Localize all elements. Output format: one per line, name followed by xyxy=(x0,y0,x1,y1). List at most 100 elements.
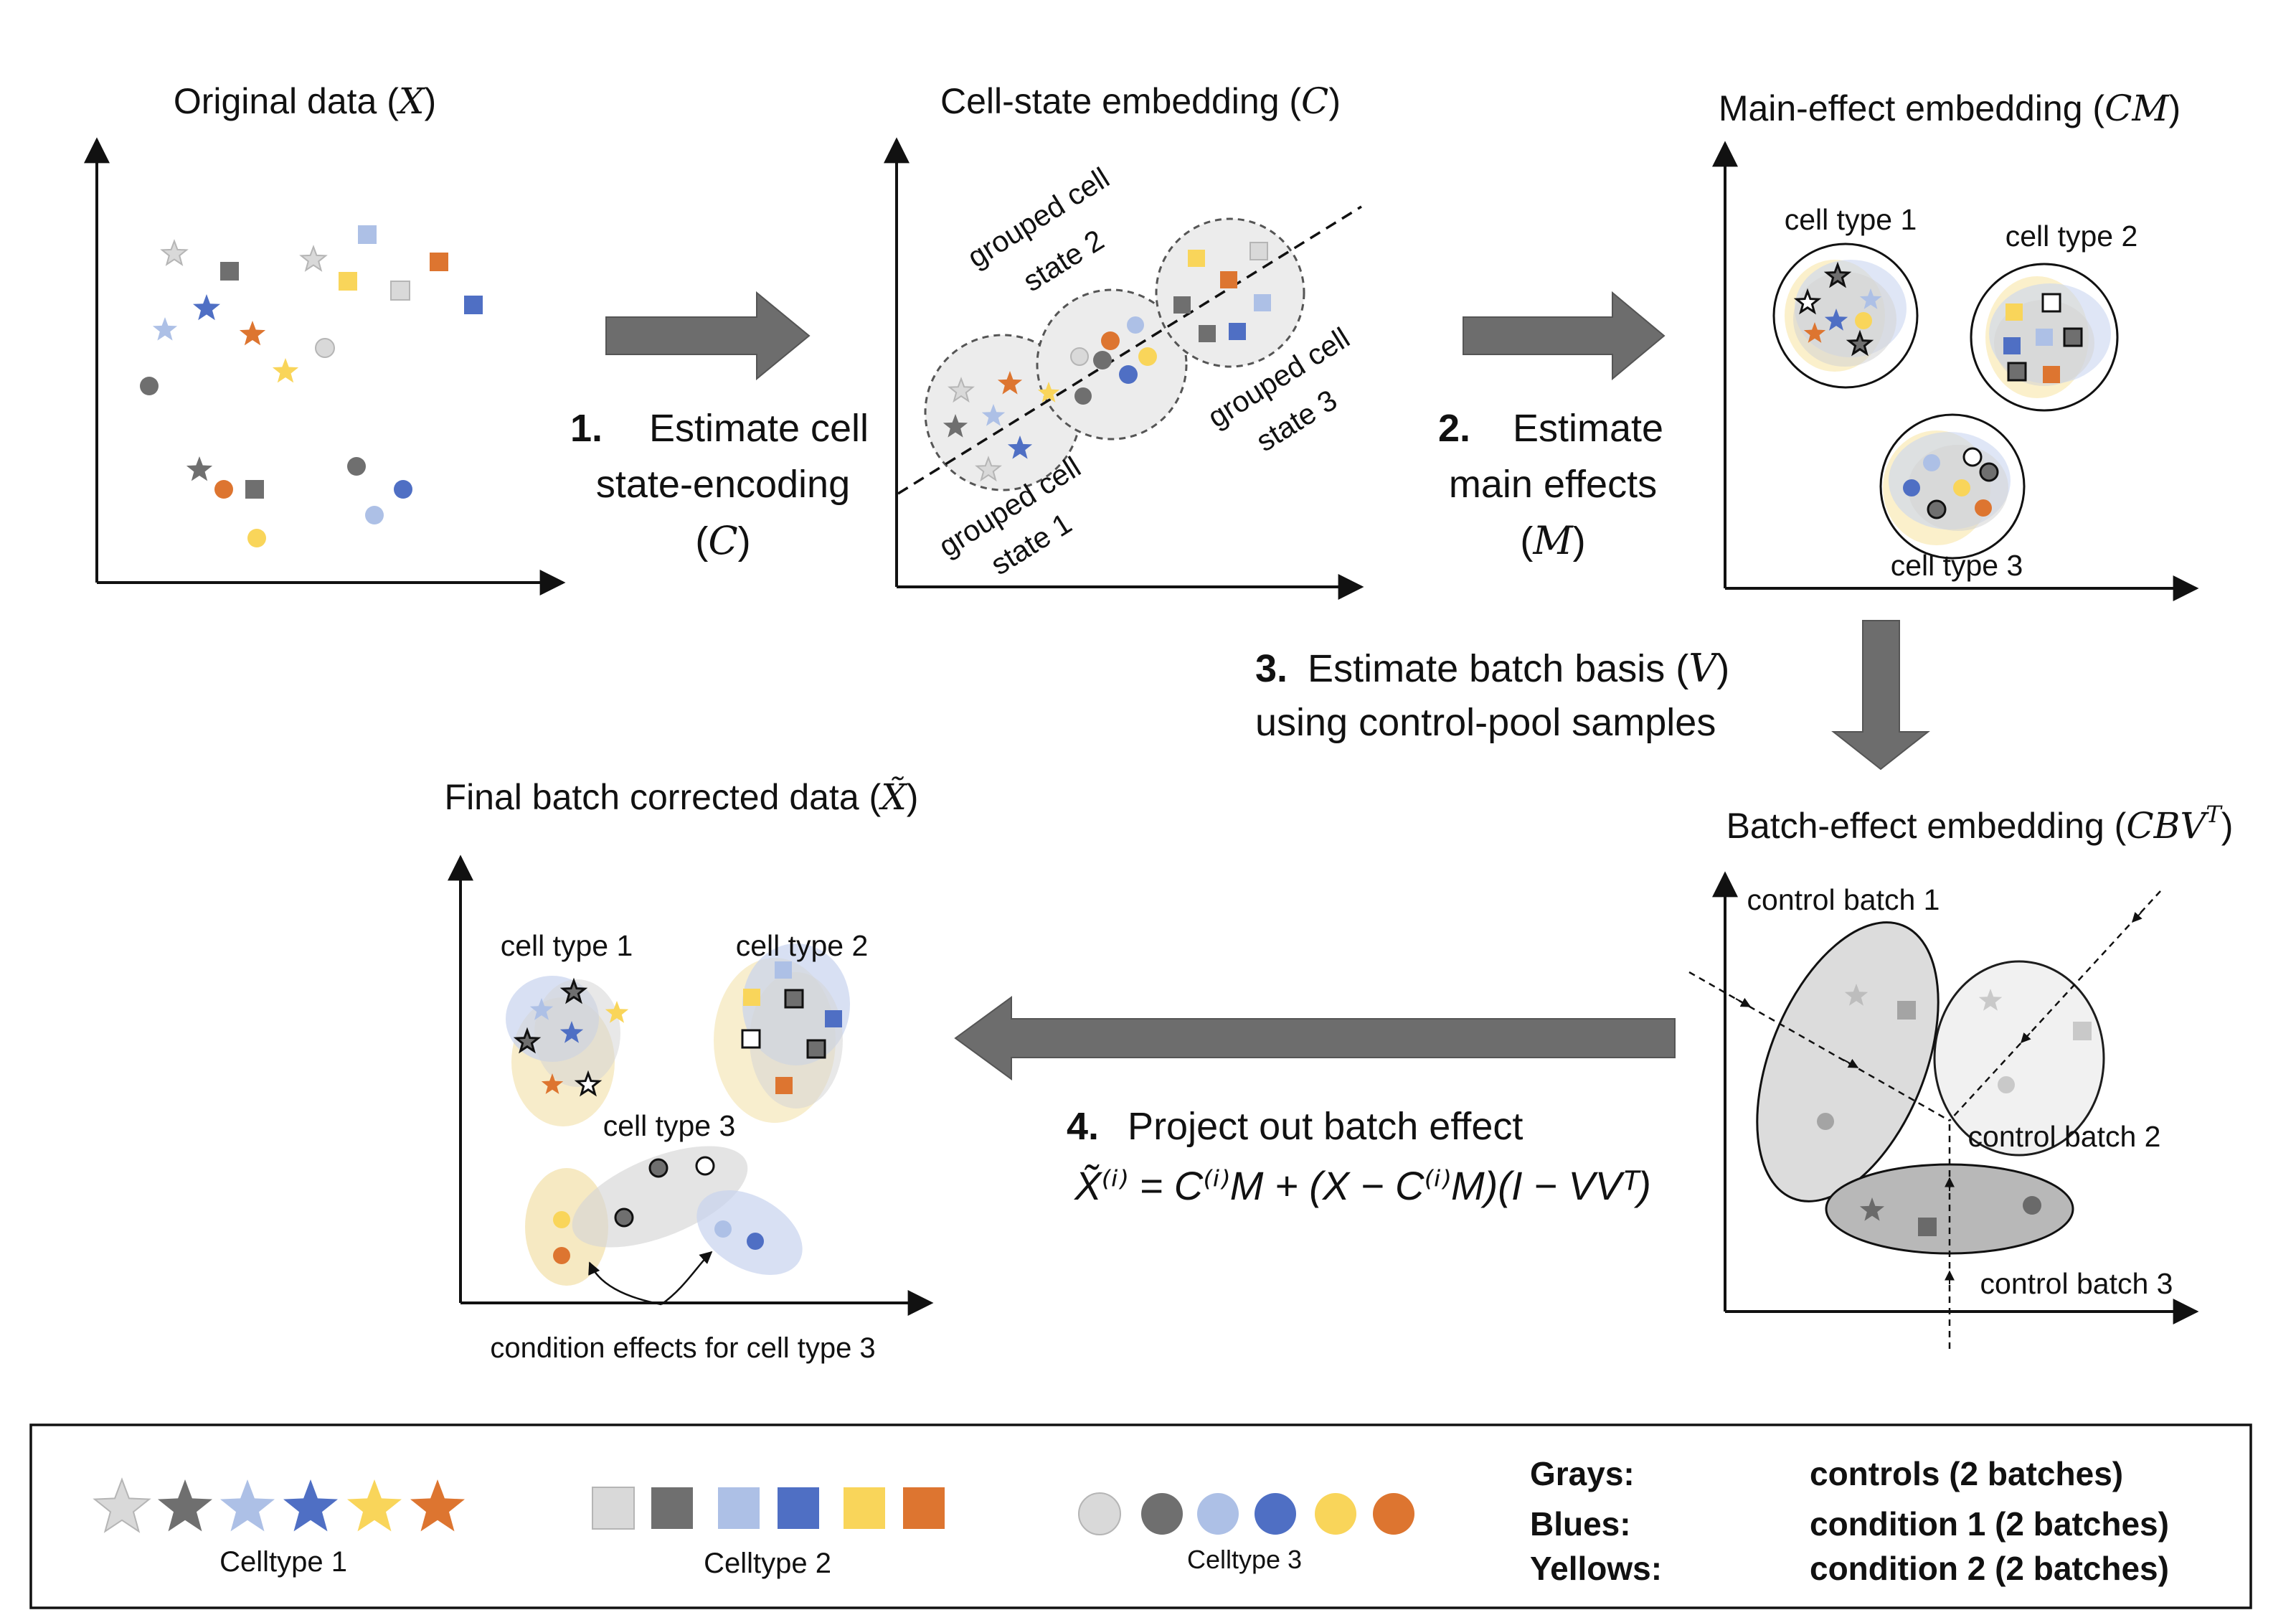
circle-marker xyxy=(1855,312,1872,329)
star-marker xyxy=(574,1070,603,1097)
square-marker xyxy=(464,296,483,314)
star-marker xyxy=(239,321,266,346)
panel-main-effect: Main-effect embedding (CM) cell type 1 c… xyxy=(1712,88,2199,601)
svg-text:3.Estimate batch basis (V): 3. Estimate batch basis (V) xyxy=(1255,646,1729,691)
star-marker xyxy=(1859,1197,1885,1221)
square-marker xyxy=(651,1487,693,1529)
star-marker xyxy=(220,1479,275,1532)
type2-label: cell type 2 xyxy=(2006,220,2138,253)
circle-marker xyxy=(1070,347,1089,366)
legend: Celltype 1 Celltype 2 Celltype 3 Grays: … xyxy=(29,1423,2252,1609)
step4-label: 4. Project out batch effect X̃⁽ⁱ⁾ = C⁽ⁱ⁾M… xyxy=(1067,1105,1651,1208)
group-circle-3 xyxy=(1155,217,1305,368)
circle-marker xyxy=(1927,499,1947,519)
final-cluster-type1 xyxy=(506,976,620,1126)
svg-text:main effects: main effects xyxy=(1449,463,1657,506)
legend-box xyxy=(29,1423,2252,1609)
star-marker xyxy=(410,1479,465,1532)
panel-original-title: Original data (X) xyxy=(174,80,436,122)
arrow-step2 xyxy=(1463,291,1666,381)
star-marker xyxy=(299,245,328,272)
cluster-circle xyxy=(1970,263,2119,412)
circle-marker xyxy=(365,506,384,524)
square-marker xyxy=(718,1487,760,1529)
batch2-label: control batch 2 xyxy=(1968,1120,2161,1153)
star-marker xyxy=(193,294,220,321)
svg-text:2.: 2. xyxy=(1438,407,1470,450)
condition-effects-label: condition effects for cell type 3 xyxy=(490,1332,875,1364)
final-type3-label: cell type 3 xyxy=(603,1109,736,1142)
square-marker xyxy=(2041,293,2061,313)
star-marker xyxy=(943,414,968,438)
panel-batch-effect: Batch-effect embedding (CBVT) control ba… xyxy=(1688,801,2233,1349)
circle-marker xyxy=(1373,1493,1414,1535)
circle-marker xyxy=(1127,316,1144,334)
star-marker xyxy=(160,239,189,266)
square-marker xyxy=(806,1039,826,1059)
svg-text:X̃⁽ⁱ⁾ = C⁽ⁱ⁾M + (X − C⁽ⁱ⁾M)(I: X̃⁽ⁱ⁾ = C⁽ⁱ⁾M + (X − C⁽ⁱ⁾M)(I − VVᵀ) xyxy=(1073,1163,1651,1208)
circle-marker xyxy=(747,1233,764,1250)
star-marker xyxy=(152,317,178,341)
circle-marker xyxy=(1119,365,1138,384)
square-marker xyxy=(1188,250,1205,267)
star-marker xyxy=(1978,989,2003,1011)
square-marker xyxy=(1229,323,1246,340)
legend-yellows-name: Yellows: xyxy=(1530,1550,1662,1587)
star-marker xyxy=(93,1477,151,1533)
square-marker xyxy=(1897,1001,1916,1020)
square-marker xyxy=(2006,303,2023,321)
legend-celltype2: Celltype 2 xyxy=(704,1548,831,1579)
circle-marker xyxy=(695,1156,715,1176)
circle-marker xyxy=(394,480,412,499)
square-marker xyxy=(339,272,357,291)
circle-marker xyxy=(1962,447,1983,467)
star-marker xyxy=(1037,382,1060,403)
svg-text:Estimate: Estimate xyxy=(1513,407,1663,450)
circle-marker xyxy=(1903,479,1920,496)
square-marker xyxy=(592,1487,635,1530)
square-marker xyxy=(245,480,264,499)
legend-celltype3: Celltype 3 xyxy=(1187,1545,1302,1574)
circle-marker xyxy=(1975,499,1992,517)
star-marker xyxy=(1007,436,1033,459)
star-marker xyxy=(975,456,1002,482)
svg-text:state-encoding: state-encoding xyxy=(596,463,850,506)
arrow-step1 xyxy=(605,291,811,381)
circle-marker xyxy=(1141,1493,1183,1535)
circle-marker xyxy=(2023,1196,2041,1215)
square-marker xyxy=(784,989,804,1009)
cluster-type1 xyxy=(1772,243,1919,389)
circle-marker xyxy=(1138,347,1157,366)
circle-marker xyxy=(1998,1076,2015,1093)
star-marker xyxy=(541,1073,564,1094)
batch1-label: control batch 1 xyxy=(1747,883,1940,916)
type3-label: cell type 3 xyxy=(1891,549,2023,582)
panel-original-data: Original data (X) xyxy=(84,80,566,595)
star-marker xyxy=(347,1479,402,1532)
square-marker xyxy=(1199,325,1216,342)
circle-marker xyxy=(1979,462,1999,482)
condition-arrow-right xyxy=(661,1251,713,1306)
basis-line-b xyxy=(1949,890,2161,1121)
cluster-circle xyxy=(1772,243,1919,389)
circle-marker xyxy=(347,457,366,476)
final-type1-label: cell type 1 xyxy=(501,929,633,962)
circle-marker xyxy=(1093,351,1112,369)
square-marker xyxy=(778,1487,819,1529)
square-marker xyxy=(1249,242,1268,260)
square-marker xyxy=(1918,1218,1937,1236)
batch2-ellipse xyxy=(1933,960,2105,1157)
square-marker xyxy=(2063,327,2083,347)
circle-marker xyxy=(614,1208,634,1228)
circle-marker xyxy=(1817,1113,1834,1130)
star-marker xyxy=(529,998,554,1020)
circle-marker xyxy=(553,1211,570,1228)
state-axis-dashed xyxy=(897,205,1362,495)
square-marker xyxy=(825,1010,842,1027)
circle-marker xyxy=(1923,454,1940,471)
cluster-circle xyxy=(1879,413,2026,560)
group-circle-2 xyxy=(1036,288,1188,441)
panel-maineffect-title: Main-effect embedding (CM) xyxy=(1719,88,2181,129)
square-marker xyxy=(2003,337,2021,354)
